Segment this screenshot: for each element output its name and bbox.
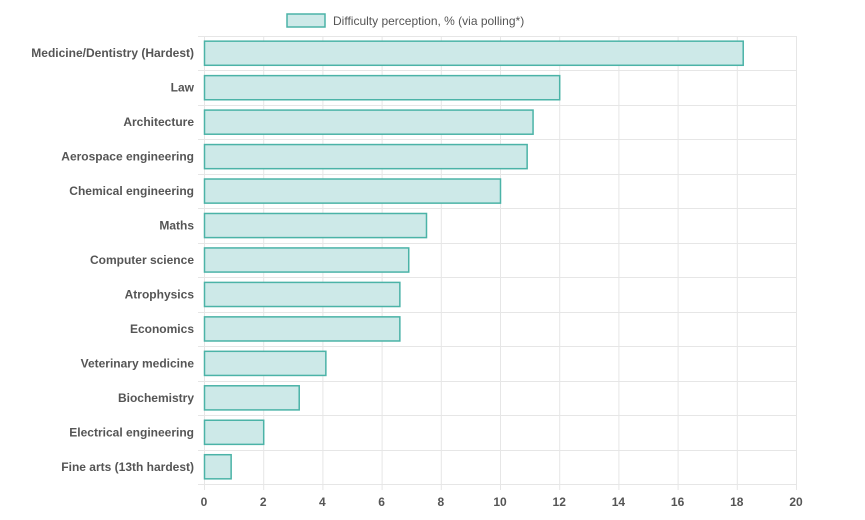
bar [203,212,428,239]
bar [203,143,528,170]
bar [203,109,534,135]
x-tick-label: 10 [493,495,507,509]
bar [203,419,265,446]
category-label: Economics [130,322,194,336]
category-label: Electrical engineering [69,425,194,439]
bar [203,74,561,101]
bar [203,281,401,308]
x-axis-ticks: 0 2 4 6 8 10 12 14 16 18 20 [201,495,803,509]
category-label: Architecture [123,115,194,129]
x-tick-label: 14 [612,495,626,509]
category-label: Maths [159,219,194,233]
bars [203,40,744,480]
legend-swatch [286,13,326,28]
x-tick-label: 12 [553,495,567,509]
x-tick-label: 18 [730,495,744,509]
bar [203,40,744,67]
category-label: Medicine/Dentistry (Hardest) [31,46,194,60]
x-tick-label: 2 [260,495,267,509]
category-labels: Medicine/Dentistry (Hardest) Law Architect… [31,46,194,474]
category-label: Law [171,81,195,95]
category-label: Aerospace engineering [61,150,194,164]
category-label: Computer science [90,253,194,267]
category-label: Chemical engineering [69,184,194,198]
legend-label: Difficulty perception, % (via polling*) [333,14,524,28]
bar [203,385,300,411]
x-tick-label: 8 [437,495,444,509]
category-label: Atrophysics [125,287,195,301]
category-label: Fine arts (13th hardest) [61,460,194,474]
bar [203,178,502,204]
x-tick-label: 4 [319,495,326,509]
x-tick-label: 0 [201,495,208,509]
bar [203,350,327,377]
bar [203,453,232,480]
legend: Difficulty perception, % (via polling*) [286,13,524,28]
category-label: Biochemistry [118,391,194,405]
category-label: Veterinary medicine [81,356,195,370]
x-tick-label: 6 [378,495,385,509]
x-tick-label: 16 [671,495,685,509]
bar [203,247,410,273]
x-tick-label: 20 [789,495,803,509]
bar [203,316,401,342]
